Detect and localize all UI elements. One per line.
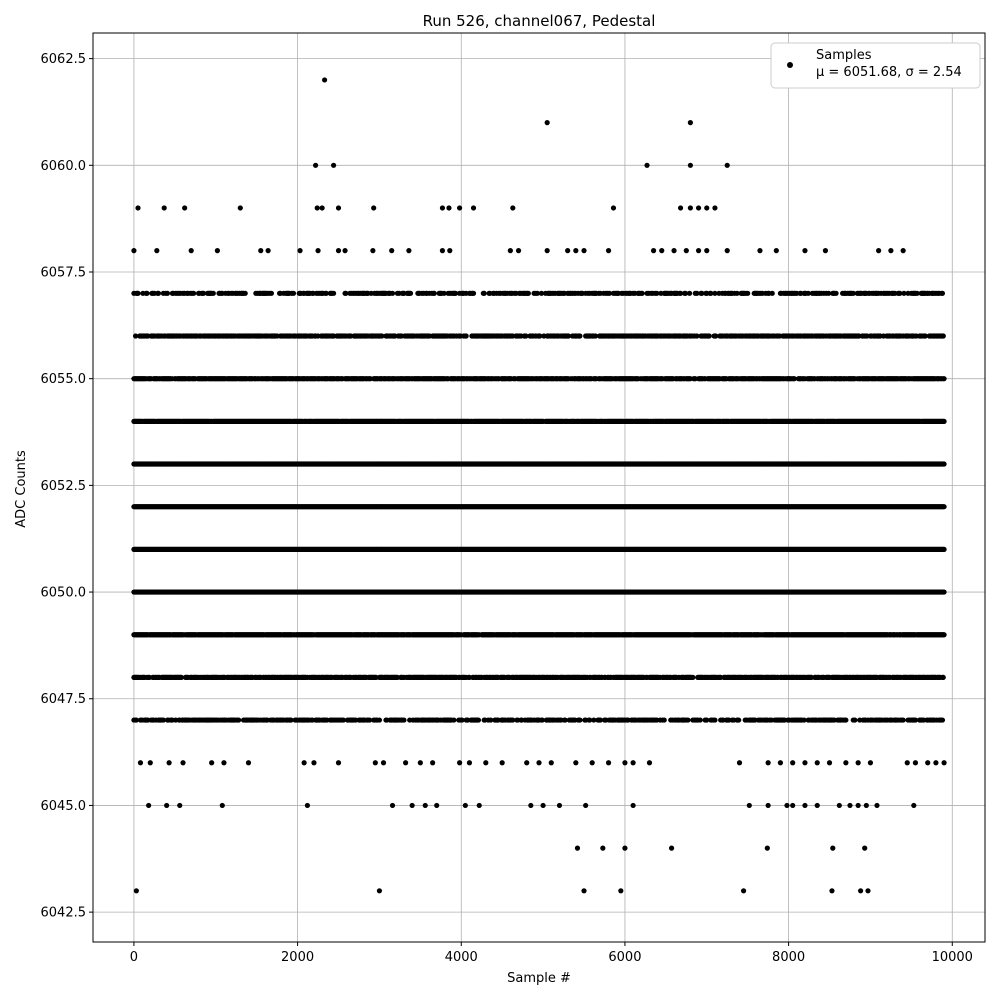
sample-point (592, 333, 599, 339)
sample-point (431, 290, 437, 296)
sample-point (826, 290, 832, 296)
sample-points (131, 77, 947, 894)
sample-point (330, 290, 337, 296)
sample-point (164, 290, 171, 296)
sample-point (941, 504, 947, 510)
sample-point (537, 333, 543, 339)
sample-point (734, 290, 740, 296)
sample-point (565, 333, 572, 339)
sample-point (481, 290, 487, 296)
sample-point (914, 290, 920, 296)
sample-point (534, 290, 540, 296)
sample-point (470, 290, 477, 296)
sample-point (323, 290, 329, 296)
sample-point (577, 333, 583, 339)
sample-point (525, 290, 531, 296)
sample-point (639, 290, 645, 296)
sample-point (463, 333, 469, 339)
sample-point (135, 290, 141, 296)
sample-point (523, 333, 529, 339)
sample-point (712, 290, 718, 296)
sample-point (699, 290, 705, 296)
sample-point (268, 290, 274, 296)
sample-point (200, 290, 207, 296)
sample-point (389, 290, 396, 296)
sample-point (441, 290, 447, 296)
sample-point (941, 461, 947, 467)
sample-point (922, 333, 928, 339)
sample-point (706, 333, 712, 339)
sample-point (833, 290, 839, 296)
sample-point (745, 290, 751, 296)
sample-point (452, 290, 459, 296)
sample-point (686, 290, 693, 296)
sample-point (694, 290, 700, 296)
sample-point (708, 290, 714, 296)
sample-point (144, 290, 150, 296)
sample-point (941, 418, 947, 424)
sample-point (940, 333, 946, 339)
sample-point (155, 290, 162, 296)
sample-point (242, 290, 248, 296)
sample-point (606, 290, 612, 296)
sample-point (901, 290, 907, 296)
sample-point (210, 290, 216, 296)
sample-point (769, 290, 775, 296)
sample-point (538, 290, 545, 296)
sample-point (343, 290, 349, 296)
sample-point (677, 290, 684, 296)
sample-point (805, 290, 811, 296)
sample-point (850, 290, 856, 296)
sample-point (654, 290, 660, 296)
sample-point (941, 376, 947, 382)
sample-point (407, 290, 414, 296)
sample-point (379, 333, 385, 339)
sample-point (713, 333, 719, 339)
sample-point (132, 333, 139, 339)
sample-point (897, 290, 903, 296)
sample-point (290, 290, 297, 296)
sample-point (191, 290, 197, 296)
sample-point (682, 290, 689, 296)
sample-point (939, 290, 946, 296)
sample-point (694, 333, 700, 339)
